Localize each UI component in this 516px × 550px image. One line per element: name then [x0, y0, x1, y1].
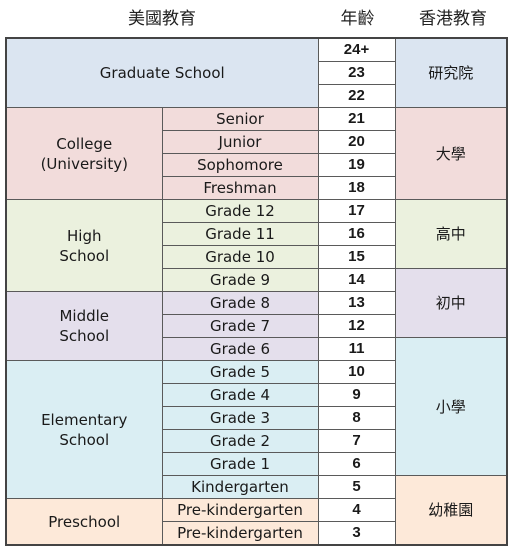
age-cell: 13	[317, 291, 396, 315]
age-cell: 19	[317, 153, 396, 177]
us-level-label-line: School	[59, 246, 110, 265]
age-cell: 15	[317, 245, 396, 269]
grade-cell: Freshman	[161, 176, 319, 200]
table-row: 23	[6, 61, 507, 85]
hk-level-senior_secondary: 高中	[394, 199, 508, 269]
grade-cell: Grade 11	[161, 222, 319, 246]
us-level-high: High School	[5, 199, 163, 292]
us-level-label-line: High	[67, 226, 102, 245]
hk-level-primary: 小學	[394, 337, 508, 476]
table-row: Junior 20	[6, 130, 507, 154]
us-level-graduate: Graduate School	[5, 37, 319, 108]
age-cell: 17	[317, 199, 396, 223]
age-cell: 18	[317, 176, 396, 200]
grade-cell: Senior	[161, 107, 319, 131]
grade-cell: Grade 8	[161, 291, 319, 315]
age-cell: 16	[317, 222, 396, 246]
us-level-label-line: School	[59, 327, 110, 345]
us-level-preschool: Preschool	[5, 498, 163, 546]
grade-cell: Sophomore	[161, 153, 319, 177]
table-row: Preschool Pre-kindergarten 4	[5, 498, 507, 546]
table-row: Pre-kindergarten 3	[6, 521, 507, 546]
age-header: 年齡	[340, 9, 375, 29]
grade-cell: Grade 1	[161, 452, 319, 476]
us-level-elementary: Elementary School	[5, 360, 163, 499]
us-level-label-line: Middle	[59, 307, 110, 325]
grade-cell: Pre-kindergarten	[161, 521, 319, 546]
table-row: Freshman 18	[6, 176, 507, 200]
table-row: Graduate School 24+ 研究院	[5, 37, 508, 108]
grade-cell: Pre-kindergarten	[161, 498, 319, 522]
table-row: College (University) Senior 21 大學	[5, 107, 508, 200]
age-cell: 22	[317, 84, 396, 108]
education-comparison-table: Graduate School 24+ 研究院 23 22 College (Univers…	[5, 37, 508, 546]
us-level-college: College (University)	[5, 107, 163, 200]
table-row: Grade 6 11 小學	[6, 337, 508, 476]
age-cell: 24+	[317, 37, 396, 62]
age-cell: 4	[317, 498, 396, 522]
age-cell: 11	[317, 337, 396, 361]
grade-cell: Grade 2	[161, 429, 319, 453]
age-cell: 23	[317, 61, 396, 85]
us-level-label-line: Elementary	[41, 410, 128, 429]
us-level-label-line: (University)	[40, 154, 128, 173]
age-cell: 9	[317, 383, 396, 407]
grade-cell: Grade 5	[161, 360, 319, 384]
grade-cell: Grade 12	[161, 199, 319, 223]
age-cell: 3	[317, 521, 396, 546]
age-cell: 6	[317, 452, 396, 476]
hk-level-kindergarten: 幼稚園	[394, 475, 508, 546]
us-level-middle: Middle School	[5, 291, 163, 361]
grade-cell: Junior	[161, 130, 319, 154]
us-level-label-line: School	[59, 430, 110, 449]
grade-cell: Grade 3	[161, 406, 319, 430]
hk-education-header: 香港教育	[419, 9, 487, 29]
table-row: Elementary School Grade 5 10	[5, 360, 507, 499]
grade-cell: Grade 7	[161, 314, 319, 338]
age-cell: 5	[317, 475, 396, 499]
age-cell: 7	[317, 429, 396, 453]
age-cell: 12	[317, 314, 396, 338]
age-cell: 21	[317, 107, 396, 131]
table-row: Grade 9 14 初中	[6, 268, 508, 338]
table-row: Grade 11 16	[6, 222, 507, 246]
hk-level-graduate: 研究院	[394, 37, 508, 108]
table-row: Kindergarten 5 幼稚園	[6, 475, 508, 546]
grade-cell: Grade 10	[161, 245, 319, 269]
hk-level-junior_secondary: 初中	[394, 268, 508, 338]
age-cell: 8	[317, 406, 396, 430]
table-row: Middle School Grade 8 13	[5, 291, 507, 361]
table-row: Grade 7 12	[6, 314, 507, 338]
age-cell: 10	[317, 360, 396, 384]
table-row: Grade 10 15	[6, 245, 507, 269]
grade-cell: Grade 9	[161, 268, 319, 292]
age-cell: 20	[317, 130, 396, 154]
us-level-label-line: College	[56, 134, 113, 153]
age-cell: 14	[317, 268, 396, 292]
grade-cell: Grade 6	[161, 337, 319, 361]
table-row: High School Grade 12 17 高中	[5, 199, 508, 292]
grade-cell: Kindergarten	[161, 475, 319, 499]
hk-level-university: 大學	[394, 107, 508, 200]
grade-cell: Grade 4	[161, 383, 319, 407]
us-education-header: 美國教育	[128, 9, 196, 29]
